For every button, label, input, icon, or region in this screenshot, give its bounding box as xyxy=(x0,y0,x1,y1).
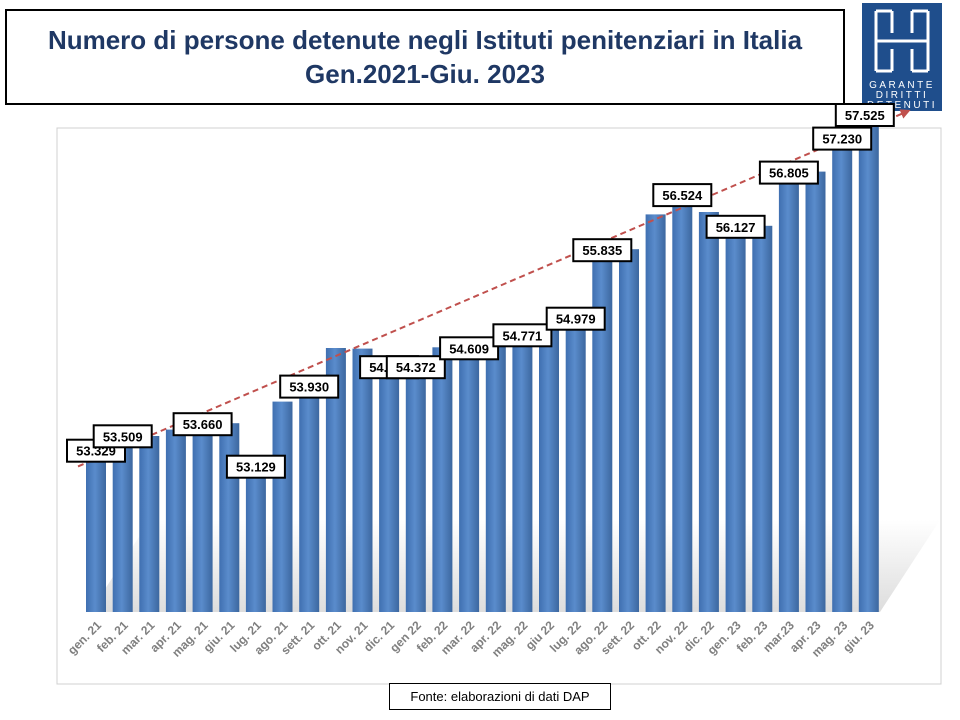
bars-group xyxy=(86,114,879,613)
bar-25 xyxy=(752,225,773,613)
data-label-text: 55.835 xyxy=(582,243,622,258)
data-label-box xyxy=(172,412,233,437)
data-label-8: 53.930 xyxy=(279,374,340,399)
data-label-text: 53.660 xyxy=(183,417,223,432)
data-label-24: 56.127 xyxy=(705,214,766,239)
bar-23 xyxy=(698,212,719,612)
bar-1 xyxy=(112,435,133,612)
data-label-box xyxy=(492,323,553,348)
data-label-4: 53.660 xyxy=(172,412,233,437)
garante-logo: GARANTE DIRITTI DETENUTI xyxy=(862,3,942,111)
bar-22 xyxy=(672,194,693,612)
source-text: Fonte: elaborazioni di dati DAP xyxy=(410,689,590,704)
data-label-text: 54.372 xyxy=(396,360,436,375)
data-label-box xyxy=(758,160,819,185)
data-label-text: 53.930 xyxy=(289,380,329,395)
bar-17 xyxy=(539,328,559,612)
data-label-text: 56.127 xyxy=(716,220,756,235)
bar-2 xyxy=(139,436,160,612)
logo-text-detenuti: DETENUTI xyxy=(867,100,937,111)
bar-28 xyxy=(832,137,853,612)
data-label-text: 54.771 xyxy=(503,328,543,343)
bar-9 xyxy=(325,348,346,612)
data-label-text: 54.979 xyxy=(556,312,596,327)
data-label-text: 56.805 xyxy=(769,166,809,181)
data-label-14: 54.609 xyxy=(439,336,500,361)
bar-24 xyxy=(725,225,746,613)
bar-27 xyxy=(805,171,826,612)
logo-text-garante: GARANTE xyxy=(869,80,935,91)
garante-emblem-icon xyxy=(874,9,930,73)
data-label-text: 56.524 xyxy=(662,188,703,203)
bar-8 xyxy=(299,385,320,612)
data-label-text: 53.509 xyxy=(103,429,143,444)
bar-7 xyxy=(272,401,293,612)
data-label-box xyxy=(225,454,286,479)
bar-26 xyxy=(778,171,799,612)
data-label-19: 55.835 xyxy=(572,238,633,263)
data-label-22: 56.524 xyxy=(652,183,713,208)
data-label-box xyxy=(279,374,340,399)
data-label-16: 54.771 xyxy=(492,323,553,348)
data-label-28: 57.230 xyxy=(812,126,873,151)
data-label-text: 54.609 xyxy=(449,341,489,356)
data-label-text: 53.129 xyxy=(236,460,276,475)
bar-5 xyxy=(219,423,240,612)
bar-21 xyxy=(645,214,666,612)
bar-29 xyxy=(858,114,879,612)
chart-title: Numero di persone detenute negli Istitut… xyxy=(47,25,803,55)
bar-16 xyxy=(512,334,533,612)
source-note: Fonte: elaborazioni di dati DAP xyxy=(389,683,611,710)
bar-11 xyxy=(379,366,400,612)
data-label-text: 57.230 xyxy=(822,132,862,147)
data-label-text: 57.525 xyxy=(845,108,885,123)
bar-18 xyxy=(565,317,586,612)
bar-10 xyxy=(352,348,373,612)
data-label-18: 54.979 xyxy=(545,306,606,331)
data-label-29: 57.525 xyxy=(834,103,895,127)
logo-text-diritti: DIRITTI xyxy=(875,90,929,101)
data-label-26: 56.805 xyxy=(758,160,819,185)
chart-subtitle: Gen.2021-Giu. 2023 xyxy=(305,59,545,89)
bar-6 xyxy=(245,465,266,612)
data-labels-group: 53.32953.50953.66053.12953.93054.59354.3… xyxy=(66,103,895,479)
bar-3 xyxy=(165,429,186,612)
data-label-box xyxy=(652,183,713,208)
data-label-box xyxy=(545,306,606,331)
bar-20 xyxy=(619,249,639,612)
data-label-box xyxy=(385,355,446,380)
bar-0 xyxy=(86,449,106,612)
data-label-12: 54.372 xyxy=(385,355,446,380)
data-label-box xyxy=(572,238,633,263)
bar-12 xyxy=(405,366,426,612)
title-box: Numero di persone detenute negli Istitut… xyxy=(5,9,845,105)
bar-15 xyxy=(485,340,506,612)
data-label-box xyxy=(439,336,500,361)
data-label-box xyxy=(834,103,895,127)
data-label-box xyxy=(812,126,873,151)
data-label-1: 53.509 xyxy=(92,424,153,449)
data-label-box xyxy=(92,424,153,449)
bar-4 xyxy=(192,423,213,612)
bar-13 xyxy=(432,347,453,612)
data-label-6: 53.129 xyxy=(225,454,286,479)
bar-14 xyxy=(459,347,480,612)
bar-19 xyxy=(592,249,613,612)
data-label-box xyxy=(705,214,766,239)
